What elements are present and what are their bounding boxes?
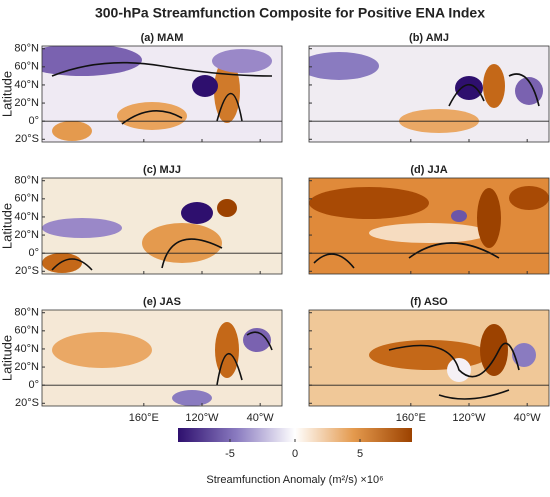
panel: (c) MJJ 80°N 60°N 40°N 20°N 0° 20°S Latitude: [0, 164, 283, 277]
lat-tick-label: 60°N: [14, 325, 39, 337]
map-field: [42, 178, 282, 274]
panel: (a) MAM 80°N 60°N 40°N 20°N 0° 20°S Latitude: [0, 32, 283, 145]
lat-tick-label: 0°: [28, 247, 39, 259]
colorbar-tick-label: 0: [292, 448, 298, 460]
lat-tick-label: 60°N: [14, 193, 39, 205]
figure-title: 300-hPa Streamfunction Composite for Pos…: [95, 5, 485, 21]
lat-tick-label: 0°: [28, 115, 39, 127]
lat-tick-label: 20°S: [15, 133, 39, 145]
lon-tick-label: 40°W: [514, 412, 542, 424]
lat-tick-label: 80°N: [14, 307, 39, 319]
lat-tick-label: 20°S: [15, 397, 39, 409]
lat-tick-label: 0°: [28, 379, 39, 391]
lat-tick-label: 40°N: [14, 79, 39, 91]
map-frame: [308, 177, 550, 275]
lat-tick-label: 40°N: [14, 343, 39, 355]
lat-tick-label: 40°N: [14, 211, 39, 223]
lat-tick-label: 60°N: [14, 61, 39, 73]
lon-tick-label: 120°W: [452, 412, 486, 424]
map-frame: [308, 45, 550, 143]
lon-tick-label: 120°W: [185, 412, 219, 424]
lat-tick-label: 20°N: [14, 361, 39, 373]
panel-title: (e) JAS: [143, 296, 181, 308]
lat-tick-label: 20°S: [15, 265, 39, 277]
y-axis-label: Latitude: [0, 71, 14, 117]
colorbar-tick-label: -5: [225, 448, 235, 460]
panel-title: (a) MAM: [141, 32, 184, 44]
map-frame: [41, 177, 283, 275]
colorbar-label: Streamfunction Anomaly (m²/s) ×10⁶: [206, 474, 383, 486]
panel-title: (c) MJJ: [143, 164, 181, 176]
map-frame: [308, 309, 550, 407]
map-frame: [41, 45, 283, 143]
lat-tick-label: 80°N: [14, 175, 39, 187]
y-axis-label: Latitude: [0, 203, 14, 249]
panel: (e) JAS 80°N 60°N 40°N 20°N 0° 20°S 160°E 120°W 4…: [0, 296, 283, 424]
lat-tick-label: 20°N: [14, 97, 39, 109]
map-field: [309, 46, 549, 142]
map-frame: [41, 309, 283, 407]
panel-title: (f) ASO: [410, 296, 448, 308]
panel-title: (d) JJA: [410, 164, 447, 176]
y-axis-label: Latitude: [0, 335, 14, 381]
map-field: [309, 310, 549, 406]
lat-tick-label: 20°N: [14, 229, 39, 241]
colorbar: [178, 428, 412, 442]
panel: (d) JJA: [308, 164, 550, 275]
map-field: [42, 46, 282, 142]
lon-tick-label: 160°E: [129, 412, 159, 424]
panel: (f) ASO 160°E 120°W 40°W: [308, 296, 550, 424]
lat-tick-label: 80°N: [14, 43, 39, 55]
panel: (b) AMJ: [308, 32, 550, 143]
map-field: [309, 178, 549, 274]
lon-tick-label: 40°W: [247, 412, 275, 424]
map-field: [42, 310, 282, 406]
colorbar-tick-label: 5: [357, 448, 363, 460]
panel-title: (b) AMJ: [409, 32, 449, 44]
lon-tick-label: 160°E: [396, 412, 426, 424]
